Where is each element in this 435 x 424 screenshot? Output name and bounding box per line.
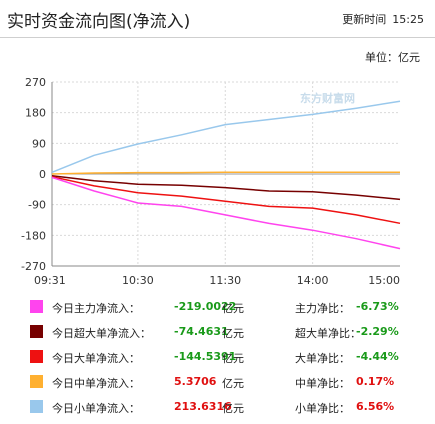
y-tick-label: 90	[32, 137, 46, 150]
legend-label: 今日小单净流入：	[52, 402, 140, 415]
legend-swatch	[30, 300, 43, 313]
legend-value: -74.4631	[174, 325, 229, 338]
series-line-super	[51, 174, 401, 201]
page-title: 实时资金流向图(净流入)	[7, 12, 191, 32]
legend-row-medium: 今日中单净流入： 5.3706 亿元 中单净比： 0.17%	[0, 369, 435, 393]
legend-row-large: 今日大单净流入： -144.5391 亿元 大单净比： -4.44%	[0, 344, 435, 368]
update-time-info: 更新时间 15:25	[342, 11, 424, 27]
legend-ratio-label: 主力净比：	[295, 302, 350, 315]
legend-label: 今日主力净流入：	[52, 302, 140, 315]
x-tick-label: 11:30	[209, 274, 241, 287]
legend-unit: 亿元	[222, 377, 244, 390]
legend-unit: 亿元	[222, 302, 244, 315]
legend-unit: 亿元	[222, 402, 244, 415]
legend-ratio-label: 大单净比：	[295, 352, 350, 365]
legend-value: 213.6316	[174, 400, 232, 413]
legend-swatch	[30, 400, 43, 413]
y-tick-labels: 270 180 90 0 -90 -180 -270	[21, 76, 46, 273]
legend-value: -219.0022	[174, 300, 237, 313]
x-tick-label: 09:31	[34, 274, 66, 287]
x-tick-label: 15:00	[368, 274, 400, 287]
update-time-label: 更新时间	[342, 13, 387, 26]
legend-value: -144.5391	[174, 350, 237, 363]
legend-ratio-label: 中单净比：	[295, 377, 350, 390]
series-lines	[51, 100, 401, 250]
series-line-main	[51, 176, 401, 250]
series-line-small	[51, 100, 401, 173]
legend-unit: 亿元	[222, 352, 244, 365]
legend-ratio-label: 小单净比：	[295, 402, 350, 415]
fund-flow-chart: 东方财富网 270 180 90 0 -90 -180 -270 09:31 10:30 11:…	[21, 76, 401, 287]
unit-label: 单位：亿元	[365, 51, 420, 64]
legend-swatch	[30, 375, 43, 388]
legend-label: 今日中单净流入：	[52, 377, 140, 390]
legend-unit: 亿元	[222, 327, 244, 340]
legend-label: 今日大单净流入：	[52, 352, 140, 365]
y-tick-label: -270	[21, 260, 46, 273]
series-line-medium	[51, 171, 401, 175]
legend-value: 5.3706	[174, 375, 217, 388]
legend-ratio: 0.17%	[356, 375, 395, 388]
legend-swatch	[30, 325, 43, 338]
y-tick-label: -90	[28, 199, 46, 212]
legend-ratio-label: 超大单净比：	[295, 327, 361, 340]
legend-row-small: 今日小单净流入： 213.6316 亿元 小单净比： 6.56%	[0, 394, 435, 418]
legend-ratio: -2.29%	[356, 325, 399, 338]
y-tick-label: 180	[25, 107, 46, 120]
legend-swatch	[30, 350, 43, 363]
legend-row-main: 今日主力净流入： -219.0022 亿元 主力净比： -6.73%	[0, 294, 435, 318]
legend-ratio: -6.73%	[356, 300, 399, 313]
x-tick-label: 10:30	[122, 274, 154, 287]
legend-ratio: 6.56%	[356, 400, 395, 413]
x-tick-label: 14:00	[297, 274, 329, 287]
watermark: 东方财富网	[300, 91, 355, 105]
header-bar: 实时资金流向图(净流入) 更新时间 15:25	[0, 0, 435, 38]
legend-row-super: 今日超大单净流入： -74.4631 亿元 超大单净比： -2.29%	[0, 319, 435, 343]
update-time-value: 15:25	[392, 13, 424, 26]
y-tick-label: 270	[25, 76, 46, 89]
y-tick-label: -180	[21, 229, 46, 242]
x-tick-labels: 09:31 10:30 11:30 14:00 15:00	[34, 274, 400, 287]
legend-ratio: -4.44%	[356, 350, 399, 363]
legend-label: 今日超大单净流入：	[52, 327, 151, 340]
series-line-large	[51, 175, 401, 225]
y-tick-label: 0	[39, 168, 46, 181]
